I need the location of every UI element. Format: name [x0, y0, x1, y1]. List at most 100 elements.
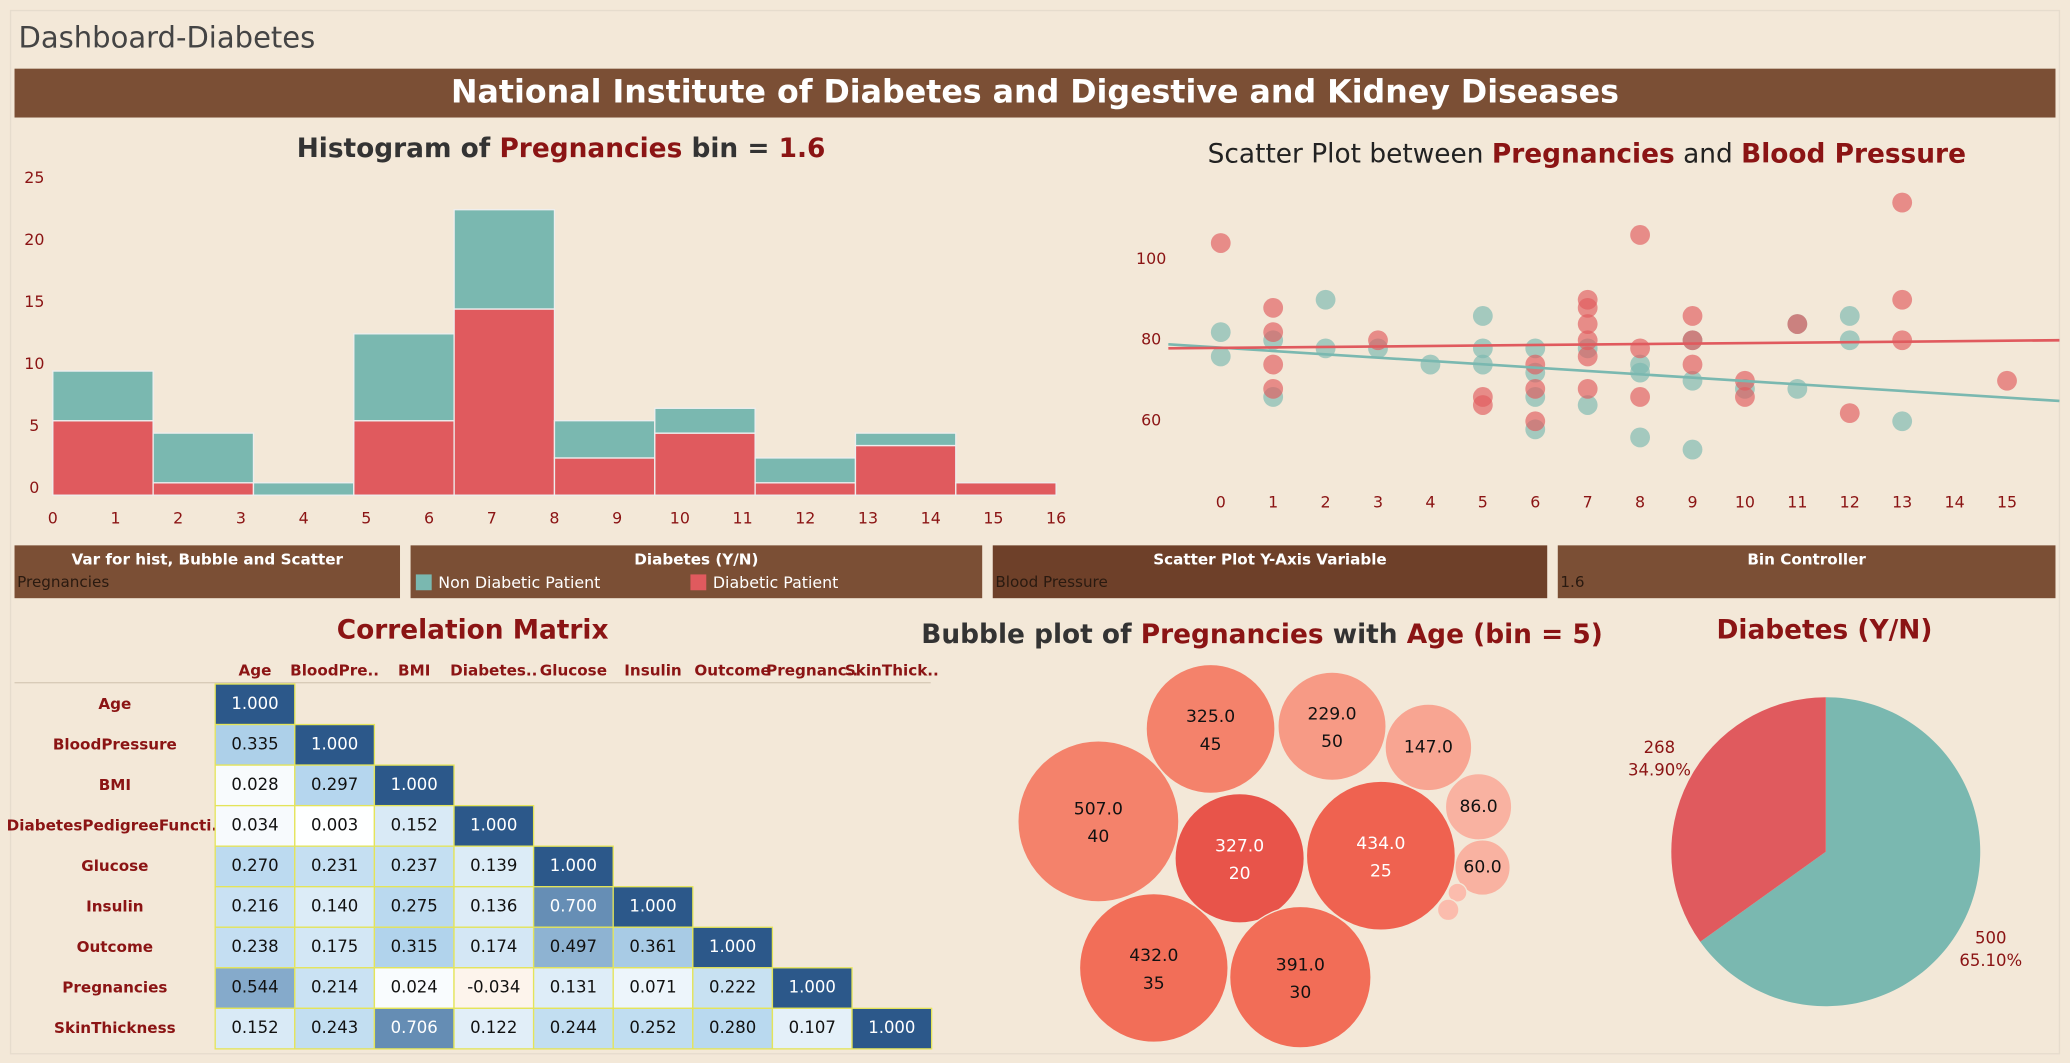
- x-tick-label: 4: [1425, 493, 1435, 512]
- scatter-point: [1892, 330, 1913, 351]
- bar: [955, 482, 1057, 496]
- cell-label: 0.216: [231, 896, 278, 915]
- cell-label: 0.497: [550, 937, 597, 956]
- heatmap-cell: [294, 845, 376, 888]
- cell-label: 0.275: [391, 896, 438, 915]
- pie-percent-label: 65.10%: [1959, 951, 2022, 970]
- scatter-point: [1263, 354, 1284, 375]
- bubble-label: 327.0: [1215, 836, 1264, 856]
- scatter-point: [1682, 306, 1703, 326]
- banner-text: National Institute of Diabetes and Diges…: [451, 75, 1619, 111]
- row-label: Insulin: [86, 897, 143, 915]
- y-tick-label: 10: [24, 354, 44, 373]
- x-tick-label: 0: [1216, 493, 1226, 512]
- bubble-label: 147.0: [1404, 737, 1453, 757]
- x-tick-label: 8: [549, 508, 559, 527]
- bubble-label: 60.0: [1463, 858, 1501, 878]
- heatmap-cell: [532, 967, 614, 1009]
- legend-label: Diabetic Patient: [713, 573, 839, 592]
- cell-label: 0.335: [231, 734, 278, 753]
- x-tick-label: 9: [1687, 493, 1697, 512]
- scatter-point: [1210, 233, 1231, 253]
- bar: [553, 420, 656, 459]
- heatmap-cell: [214, 804, 296, 847]
- scatter-point: [1839, 330, 1860, 351]
- control-panel: [14, 545, 401, 599]
- heatmap-cell: [851, 1007, 933, 1050]
- column-label: Insulin: [624, 661, 681, 679]
- x-tick-label: 15: [1997, 493, 2017, 512]
- y-tick-label: 20: [24, 230, 44, 249]
- scatter-point: [1630, 338, 1650, 359]
- y-tick-label: 80: [1141, 330, 1161, 349]
- bar: [754, 457, 857, 484]
- heatmap-cell: [771, 1007, 853, 1050]
- bubble: [1078, 892, 1229, 1043]
- bar: [453, 209, 556, 310]
- scatter-point: [1577, 346, 1598, 367]
- control-title: Bin Controller: [1747, 550, 1866, 568]
- scatter-point: [1682, 354, 1703, 375]
- bubble-label: 229.0: [1307, 704, 1356, 724]
- cell-label: 0.071: [629, 978, 676, 997]
- scatter-point: [1839, 403, 1860, 424]
- control-value: Pregnancies: [17, 573, 109, 591]
- chart-title: Diabetes (Y/N): [1717, 615, 1933, 646]
- column-label: Diabetes..: [450, 661, 537, 679]
- cell-label: 0.252: [629, 1018, 676, 1037]
- scatter-point: [1787, 314, 1808, 334]
- x-tick-label: 3: [236, 508, 246, 527]
- frame: [9, 9, 2061, 1055]
- control-panel: [992, 545, 1548, 599]
- x-tick-label: 9: [612, 508, 622, 527]
- x-tick-label: 11: [733, 508, 753, 527]
- cell-label: 0.706: [391, 1018, 438, 1037]
- x-tick-label: 5: [1478, 493, 1488, 512]
- bar: [553, 457, 656, 496]
- x-tick-label: 5: [361, 508, 371, 527]
- scatter-point: [1577, 378, 1598, 399]
- chart-title: Correlation Matrix: [337, 615, 609, 646]
- scatter-point: [1472, 338, 1493, 359]
- title-part: Pregnancies: [1141, 619, 1324, 650]
- pie-percent-label: 34.90%: [1628, 761, 1691, 780]
- row-label: BloodPressure: [53, 735, 177, 753]
- scatter-point: [1892, 289, 1913, 310]
- scatter-point: [1577, 395, 1598, 415]
- chart-title: Bubble plot of Pregnancies with Age (bin…: [921, 619, 1603, 650]
- bar: [252, 482, 355, 496]
- cell-label: 0.034: [231, 815, 278, 834]
- x-tick-label: 7: [487, 508, 497, 527]
- control-title: Var for hist, Bubble and Scatter: [72, 550, 344, 568]
- title-part: Blood Pressure: [1741, 138, 1966, 169]
- title-part: Pregnancies: [499, 133, 682, 164]
- bar: [854, 432, 957, 447]
- row-label: Age: [98, 695, 131, 713]
- control-panel: [1557, 545, 2056, 599]
- cell-label: 0.214: [311, 978, 358, 997]
- cell-label: 1.000: [868, 1018, 915, 1037]
- bar: [52, 370, 154, 422]
- cell-label: 0.174: [470, 937, 517, 956]
- heatmap-cell: [214, 886, 296, 928]
- cell-label: 1.000: [470, 815, 517, 834]
- scatter-point: [1997, 370, 2017, 391]
- x-tick-label: 10: [1735, 493, 1755, 512]
- x-tick-label: 12: [795, 508, 815, 527]
- title-part: 1.6: [779, 133, 826, 164]
- cell-label: 0.237: [391, 856, 438, 875]
- cell-label: 0.243: [311, 1018, 358, 1037]
- y-tick-label: 25: [24, 168, 44, 187]
- scatter-point: [1472, 306, 1493, 326]
- bubble: [1174, 792, 1305, 924]
- title-part: with: [1324, 619, 1407, 650]
- heatmap-cell: [373, 764, 455, 807]
- pie-slice: [1700, 697, 1981, 1007]
- chart-title: Scatter Plot between Pregnancies and Blo…: [1208, 138, 1966, 169]
- bar: [52, 420, 154, 496]
- scatter-point: [1577, 297, 1598, 318]
- column-label: BloodPre..: [290, 661, 379, 679]
- x-tick-label: 6: [1530, 493, 1540, 512]
- bubble: [1228, 905, 1372, 1049]
